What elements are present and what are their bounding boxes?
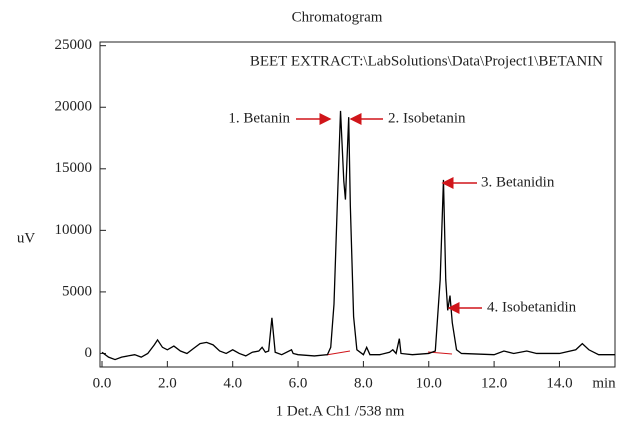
peak-label: 1. Betanin bbox=[228, 110, 290, 126]
x-tick-label: 0.0 bbox=[93, 375, 112, 391]
y-tick-label: 0 bbox=[85, 345, 93, 361]
x-tick-label: 8.0 bbox=[354, 375, 373, 391]
annotation: BEET EXTRACT:\LabSolutions\Data\Project1… bbox=[250, 53, 603, 69]
y-tick-label: 5000 bbox=[62, 283, 92, 299]
peak-label: 3. Betanidin bbox=[481, 174, 555, 190]
x-tick-label: 4.0 bbox=[223, 375, 242, 391]
y-axis-label: uV bbox=[17, 230, 36, 246]
x-axis-label: 1 Det.A Ch1 /538 nm bbox=[276, 403, 405, 419]
chart-title: Chromatogram bbox=[292, 9, 383, 25]
x-tick-label: 2.0 bbox=[158, 375, 177, 391]
baseline-marker bbox=[325, 350, 351, 356]
x-tick-label: 10.0 bbox=[416, 375, 442, 391]
y-tick-label: 25000 bbox=[55, 37, 93, 53]
y-tick-label: 20000 bbox=[55, 99, 93, 115]
peak-label: 2. Isobetanin bbox=[388, 110, 466, 126]
y-tick-label: 10000 bbox=[55, 222, 93, 238]
plot-frame bbox=[99, 41, 616, 368]
peak-label: 4. Isobetanidin bbox=[487, 299, 577, 315]
data-line bbox=[101, 110, 615, 361]
x-tick-label: 6.0 bbox=[289, 375, 308, 391]
x-tick-label: 14.0 bbox=[546, 375, 572, 391]
x-axis-unit: min bbox=[592, 375, 616, 391]
x-tick-label: 12.0 bbox=[481, 375, 507, 391]
y-tick-label: 15000 bbox=[55, 160, 93, 176]
